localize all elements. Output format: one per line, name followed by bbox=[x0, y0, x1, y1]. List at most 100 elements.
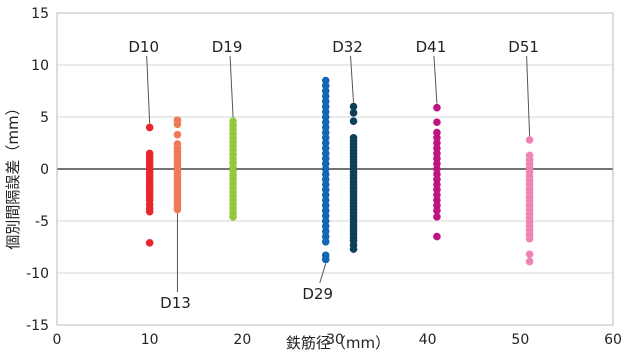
data-point bbox=[321, 108, 330, 116]
series-label: D41 bbox=[416, 38, 447, 56]
data-point bbox=[525, 234, 534, 243]
axes: -15 -10 -5 0 5 10 15 0 10 20 30 40 50 60 bbox=[26, 6, 622, 348]
data-point bbox=[321, 201, 330, 210]
data-point bbox=[321, 212, 330, 220]
data-point bbox=[321, 97, 330, 106]
data-point bbox=[433, 128, 441, 137]
x-axis-label: 鉄筋径（mm） bbox=[286, 334, 390, 352]
data-point bbox=[321, 76, 330, 85]
x-tick-label: 30 bbox=[326, 332, 344, 348]
data-point bbox=[433, 232, 441, 241]
data-point bbox=[321, 118, 330, 126]
label-leader-line bbox=[350, 55, 355, 103]
data-point bbox=[173, 205, 182, 214]
label-leader-line bbox=[319, 263, 327, 284]
data-point bbox=[321, 227, 330, 236]
data-point bbox=[349, 245, 358, 253]
data-point bbox=[321, 238, 330, 246]
data-point bbox=[525, 257, 534, 266]
data-point bbox=[525, 250, 534, 259]
data-point bbox=[173, 120, 182, 129]
data-point bbox=[321, 206, 330, 215]
y-tick-label: -10 bbox=[26, 266, 49, 282]
data-point bbox=[321, 82, 330, 90]
data-point bbox=[321, 160, 330, 168]
label-leader-line bbox=[526, 55, 531, 136]
data-point bbox=[433, 139, 441, 147]
data-point bbox=[433, 165, 441, 173]
data-point bbox=[321, 186, 330, 194]
y-tick-label: 10 bbox=[31, 58, 49, 74]
data-point bbox=[433, 191, 441, 199]
series-d32 bbox=[349, 102, 358, 253]
y-tick-label: 5 bbox=[40, 110, 49, 126]
data-point bbox=[349, 117, 358, 125]
data-point bbox=[321, 255, 330, 264]
series-label: D10 bbox=[128, 38, 159, 56]
x-tick-label: 20 bbox=[233, 332, 251, 348]
data-point bbox=[229, 213, 237, 221]
x-tick-label: 0 bbox=[53, 332, 62, 348]
data-point bbox=[321, 144, 330, 152]
data-point bbox=[321, 92, 330, 100]
x-tick-label: 50 bbox=[511, 332, 529, 348]
data-point bbox=[321, 128, 330, 137]
series-d41 bbox=[433, 103, 441, 241]
data-point bbox=[433, 144, 441, 152]
data-point bbox=[321, 232, 330, 241]
series-d51 bbox=[525, 136, 534, 266]
y-axis-label: 個別間隔誤差（mm） bbox=[4, 100, 22, 249]
series-d10 bbox=[145, 123, 154, 247]
data-point bbox=[433, 213, 441, 221]
y-tick-label: -15 bbox=[26, 318, 49, 334]
x-tick-label: 40 bbox=[419, 332, 437, 348]
data-point bbox=[433, 170, 441, 178]
label-leader-line bbox=[433, 55, 438, 104]
series-label: D32 bbox=[332, 38, 363, 56]
data-point bbox=[321, 149, 330, 158]
data-point bbox=[433, 118, 441, 126]
data-point bbox=[433, 149, 441, 158]
y-tick-label: 0 bbox=[40, 162, 49, 178]
data-point bbox=[145, 239, 154, 247]
data-point bbox=[433, 103, 441, 112]
series-label: D29 bbox=[302, 285, 333, 303]
data-point bbox=[433, 206, 441, 215]
plot-frame bbox=[56, 12, 614, 326]
data-point bbox=[321, 222, 330, 230]
data-point bbox=[321, 180, 330, 189]
data-point bbox=[321, 175, 330, 184]
series-d19 bbox=[229, 117, 237, 221]
data-point bbox=[321, 123, 330, 132]
data-point bbox=[525, 136, 534, 144]
data-point bbox=[433, 134, 441, 142]
label-leader-line bbox=[146, 55, 151, 124]
data-point bbox=[433, 196, 441, 204]
data-point bbox=[349, 102, 358, 111]
data-point bbox=[433, 160, 441, 168]
series-d29 bbox=[321, 76, 330, 264]
x-tick-label: 10 bbox=[141, 332, 159, 348]
data-point bbox=[433, 201, 441, 210]
label-leader-line bbox=[229, 55, 234, 118]
data-point bbox=[433, 180, 441, 189]
data-point bbox=[321, 102, 330, 111]
data-series bbox=[145, 76, 534, 266]
data-point bbox=[433, 154, 441, 163]
series-label: D19 bbox=[212, 38, 243, 56]
data-point bbox=[321, 217, 330, 225]
series-d13 bbox=[173, 116, 182, 214]
series-label: D13 bbox=[160, 294, 191, 312]
data-point bbox=[321, 139, 330, 147]
data-point bbox=[173, 130, 182, 139]
data-point bbox=[349, 109, 358, 117]
data-point bbox=[321, 170, 330, 178]
data-point bbox=[145, 207, 154, 216]
data-point bbox=[321, 154, 330, 163]
series-labels: D10 D13 D19 D29 D32 D41 D51 bbox=[128, 38, 539, 312]
data-point bbox=[321, 191, 330, 199]
data-point bbox=[433, 186, 441, 194]
data-point bbox=[321, 165, 330, 173]
x-tick-label: 60 bbox=[604, 332, 622, 348]
